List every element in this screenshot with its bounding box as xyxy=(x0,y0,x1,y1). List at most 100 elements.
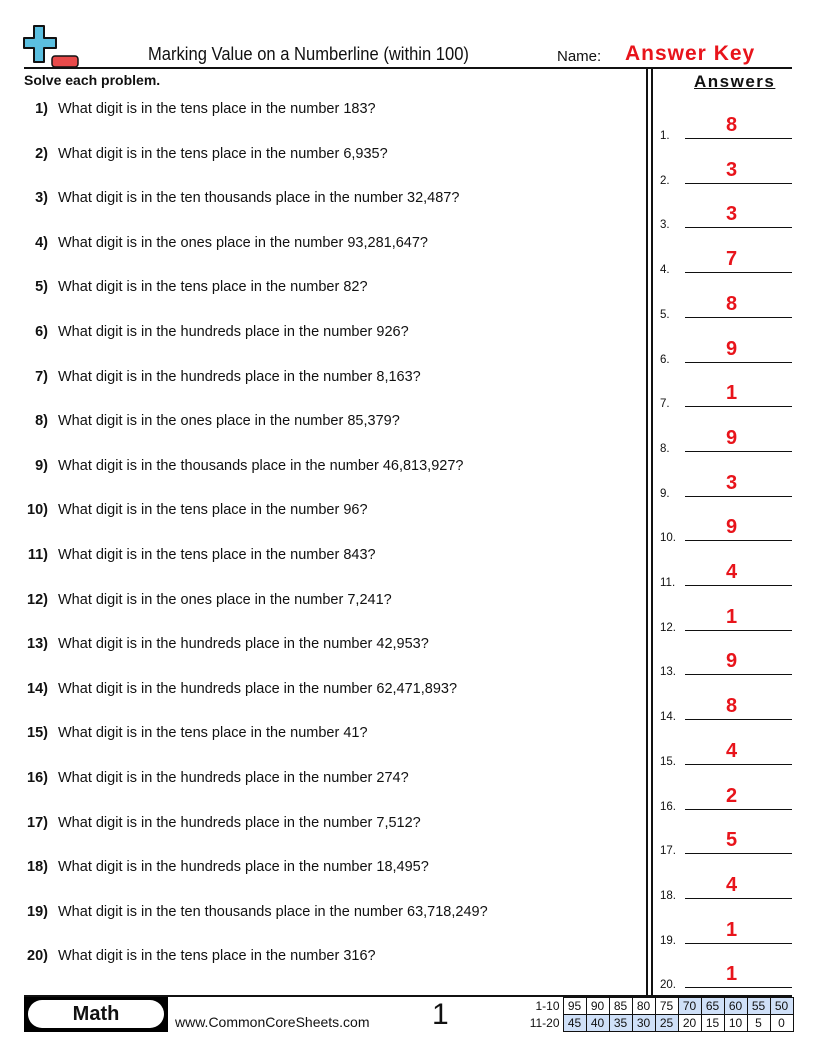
question-text: What digit is in the hundreds place in t… xyxy=(58,636,429,653)
answer-slot-5[interactable]: 5. 8 xyxy=(660,292,792,321)
answer-line xyxy=(685,763,792,765)
question-number: 9) xyxy=(35,457,48,474)
question-18: 18) What digit is in the hundreds place i… xyxy=(0,859,429,875)
question-text: What digit is in the tens place in the n… xyxy=(58,502,368,519)
answer-value: 9 xyxy=(725,516,738,539)
question-number: 11) xyxy=(27,547,48,563)
answer-number: 1. xyxy=(660,130,670,142)
answer-number: 17. xyxy=(660,845,676,858)
question-8: 8) What digit is in the ones place in the… xyxy=(0,413,400,429)
answer-slot-9[interactable]: 9. 3 xyxy=(660,471,792,500)
answer-number: 16. xyxy=(660,800,676,813)
answer-slot-13[interactable]: 13. 9 xyxy=(660,649,792,679)
answer-number: 8. xyxy=(660,442,670,455)
score-cell: 5 xyxy=(746,1014,771,1032)
score-row-label: 11-20 xyxy=(529,1016,560,1030)
answer-number: 10. xyxy=(660,532,676,545)
answer-line xyxy=(685,361,792,363)
question-number: 14) xyxy=(27,680,48,697)
question-number: 16) xyxy=(27,770,48,786)
answer-slot-6[interactable]: 6. 9 xyxy=(660,337,792,366)
question-4: 4) What digit is in the ones place in the… xyxy=(0,235,428,251)
question-number: 5) xyxy=(35,279,48,296)
answer-number: 13. xyxy=(660,666,676,679)
answer-slot-1[interactable]: 1. 8 xyxy=(660,113,792,142)
answer-slot-17[interactable]: 17. 5 xyxy=(660,828,792,858)
answer-number: 5. xyxy=(660,308,670,321)
score-cell: 70 xyxy=(677,997,702,1015)
subject-badge: Math xyxy=(24,997,168,1032)
answer-slot-19[interactable]: 19. 1 xyxy=(660,918,792,947)
question-number: 4) xyxy=(35,234,48,251)
question-text: What digit is in the hundreds place in t… xyxy=(58,680,458,697)
question-3: 3) What digit is in the ten thousands pla… xyxy=(0,190,459,206)
answer-slot-18[interactable]: 18. 4 xyxy=(660,873,792,902)
answer-slot-2[interactable]: 2. 3 xyxy=(660,158,792,187)
answer-line xyxy=(685,182,792,184)
answer-line xyxy=(685,450,792,452)
answer-number: 11. xyxy=(660,577,676,589)
answer-slot-11[interactable]: 11. 4 xyxy=(660,560,792,589)
answer-number: 14. xyxy=(660,711,676,724)
page-number: 1 xyxy=(432,998,449,1031)
answer-slot-8[interactable]: 8. 9 xyxy=(660,426,792,455)
score-cell: 15 xyxy=(700,1014,725,1032)
question-7: 7) What digit is in the hundreds place in… xyxy=(0,369,421,385)
answer-line xyxy=(685,495,792,497)
answer-line xyxy=(685,808,792,810)
answer-slot-15[interactable]: 15. 4 xyxy=(660,739,792,768)
answer-number: 15. xyxy=(660,755,676,768)
answer-slot-3[interactable]: 3. 3 xyxy=(660,202,792,231)
answer-line xyxy=(685,674,792,676)
site-url: www.CommonCoreSheets.com xyxy=(175,1014,370,1030)
score-row: 11-20 45 40 35 30 25 20 15 10 5 0 xyxy=(528,1014,794,1032)
answer-value: 5 xyxy=(725,829,738,852)
score-cell: 35 xyxy=(608,1014,633,1032)
answer-line xyxy=(685,585,792,586)
answer-slot-7[interactable]: 7. 1 xyxy=(660,381,792,410)
question-text: What digit is in the ten thousands place… xyxy=(58,190,460,207)
answer-value: 8 xyxy=(725,695,738,718)
answer-line xyxy=(685,629,792,631)
score-cell: 85 xyxy=(608,997,633,1015)
answer-line xyxy=(685,316,792,318)
question-number: 19) xyxy=(27,903,48,920)
score-cell: 50 xyxy=(769,997,794,1015)
question-text: What digit is in the thousands place in … xyxy=(58,457,464,474)
question-number: 7) xyxy=(35,368,48,385)
answer-value: 9 xyxy=(725,650,738,673)
answer-line xyxy=(685,138,792,139)
question-11: 11) What digit is in the tens place in th… xyxy=(0,547,376,563)
answer-slot-12[interactable]: 12. 1 xyxy=(660,605,792,634)
answer-slot-20[interactable]: 20. 1 xyxy=(660,962,792,991)
name-label: Name: xyxy=(557,48,602,65)
answer-line xyxy=(685,897,792,899)
column-divider xyxy=(646,68,653,996)
question-text: What digit is in the hundreds place in t… xyxy=(58,814,421,831)
answer-line xyxy=(685,719,792,721)
answers-heading: Answers xyxy=(694,72,776,91)
answer-slot-4[interactable]: 4. 7 xyxy=(660,247,792,277)
subject-label: Math xyxy=(28,1000,164,1028)
question-text: What digit is in the tens place in the n… xyxy=(58,145,388,162)
answer-value: 3 xyxy=(725,203,738,226)
question-5: 5) What digit is in the tens place in the… xyxy=(0,279,367,296)
answer-number: 4. xyxy=(660,264,670,277)
question-number: 6) xyxy=(35,324,48,340)
answer-slot-10[interactable]: 10. 9 xyxy=(660,515,792,545)
answer-slot-16[interactable]: 16. 2 xyxy=(660,784,792,813)
answer-line xyxy=(685,406,792,408)
question-16: 16) What digit is in the hundreds place i… xyxy=(0,770,409,786)
question-number: 2) xyxy=(35,145,48,162)
question-number: 20) xyxy=(27,948,48,965)
answer-number: 12. xyxy=(660,621,676,634)
score-cell: 75 xyxy=(654,997,679,1015)
answer-slot-14[interactable]: 14. 8 xyxy=(660,694,792,724)
score-cell: 80 xyxy=(631,997,656,1015)
question-19: 19) What digit is in the ten thousands pl… xyxy=(0,904,488,920)
question-text: What digit is in the tens place in the n… xyxy=(58,101,376,117)
question-text: What digit is in the hundreds place in t… xyxy=(58,770,409,786)
answer-number: 6. xyxy=(660,353,670,366)
question-17: 17) What digit is in the hundreds place i… xyxy=(0,815,421,831)
answer-number: 9. xyxy=(660,487,670,500)
